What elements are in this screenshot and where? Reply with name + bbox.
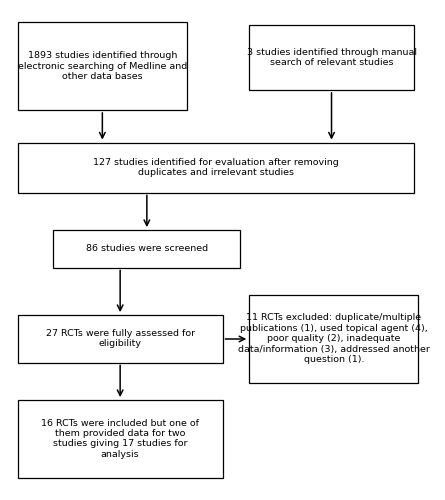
FancyBboxPatch shape <box>249 295 418 382</box>
FancyBboxPatch shape <box>18 315 223 362</box>
Text: 16 RCTs were included but one of
them provided data for two
studies giving 17 st: 16 RCTs were included but one of them pr… <box>41 418 199 459</box>
Text: 86 studies were screened: 86 studies were screened <box>86 244 208 253</box>
FancyBboxPatch shape <box>18 400 223 477</box>
Text: 27 RCTs were fully assessed for
eligibility: 27 RCTs were fully assessed for eligibil… <box>45 329 195 348</box>
FancyBboxPatch shape <box>18 142 414 192</box>
Text: 127 studies identified for evaluation after removing
duplicates and irrelevant s: 127 studies identified for evaluation af… <box>93 158 339 177</box>
Text: 11 RCTs excluded: duplicate/multiple
publications (1), used topical agent (4),
p: 11 RCTs excluded: duplicate/multiple pub… <box>238 314 430 364</box>
FancyBboxPatch shape <box>53 230 240 268</box>
FancyBboxPatch shape <box>18 22 187 110</box>
FancyBboxPatch shape <box>249 25 414 90</box>
Text: 1893 studies identified through
electronic searching of Medline and
other data b: 1893 studies identified through electron… <box>18 52 187 81</box>
Text: 3 studies identified through manual
search of relevant studies: 3 studies identified through manual sear… <box>247 48 417 67</box>
